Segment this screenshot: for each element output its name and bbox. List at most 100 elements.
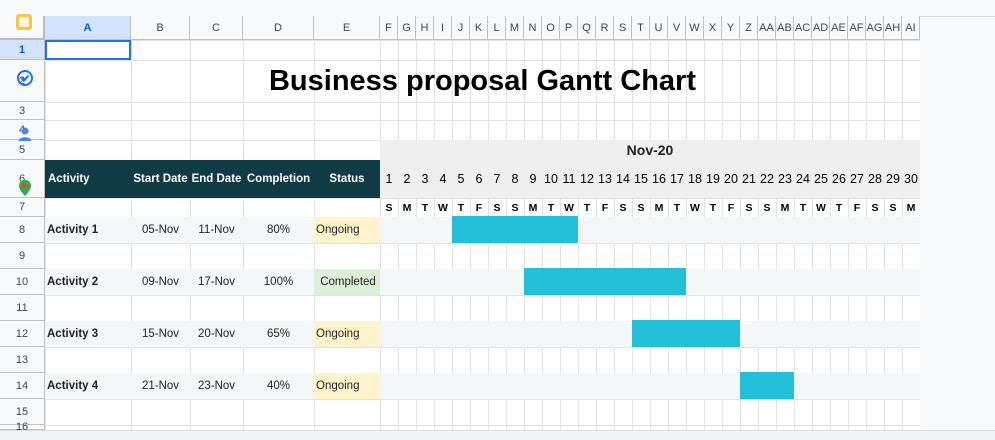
weekday-letter: T <box>673 202 681 214</box>
column-header-ai[interactable]: AI <box>902 16 920 40</box>
column-header-n[interactable]: N <box>524 16 542 40</box>
column-header-s[interactable]: S <box>614 16 632 40</box>
contacts-icon[interactable] <box>15 124 35 144</box>
column-header-ac[interactable]: AC <box>794 16 812 40</box>
column-header-q[interactable]: Q <box>578 16 596 40</box>
column-header-af[interactable]: AF <box>848 16 866 40</box>
column-header-f[interactable]: F <box>380 16 398 40</box>
header-activity: Activity <box>45 160 131 198</box>
column-header-d[interactable]: D <box>243 16 314 40</box>
column-header-i[interactable]: I <box>434 16 452 40</box>
row-header-2[interactable]: 2 <box>0 60 45 102</box>
row-header-1[interactable]: 1 <box>0 40 45 60</box>
day-number: 15 <box>634 172 648 186</box>
gantt-bar[interactable] <box>632 320 740 347</box>
row-header-14[interactable]: 14 <box>0 373 45 399</box>
row-header-8[interactable]: 8 <box>0 217 45 243</box>
row-header-5[interactable]: 5 <box>0 140 45 160</box>
weekday-letter: T <box>421 202 429 214</box>
activity-name[interactable]: Activity 2 <box>47 276 99 288</box>
column-header-z[interactable]: Z <box>740 16 758 40</box>
weekday-letter: T <box>547 202 555 214</box>
start-date[interactable]: 21-Nov <box>141 380 180 392</box>
gantt-bar[interactable] <box>740 372 794 399</box>
status-cell[interactable]: Ongoing <box>314 321 380 347</box>
row-header-3[interactable]: 3 <box>0 102 45 120</box>
column-header-t[interactable]: T <box>632 16 650 40</box>
completion-percent[interactable]: 100% <box>263 276 294 288</box>
row-header-13[interactable]: 13 <box>0 347 45 373</box>
row-header-12[interactable]: 12 <box>0 321 45 347</box>
status-cell[interactable]: Ongoing <box>314 373 380 399</box>
month-label: Nov-20 <box>626 142 674 158</box>
column-header-ae[interactable]: AE <box>830 16 848 40</box>
weekday-letter: F <box>727 202 735 214</box>
column-header-ad[interactable]: AD <box>812 16 830 40</box>
column-header-y[interactable]: Y <box>722 16 740 40</box>
day-number: 22 <box>760 172 774 186</box>
sticky-note-icon[interactable] <box>14 12 34 32</box>
row-header-9[interactable]: 9 <box>0 243 45 269</box>
column-header-m[interactable]: M <box>506 16 524 40</box>
column-header-u[interactable]: U <box>650 16 668 40</box>
gantt-bar[interactable] <box>524 268 686 295</box>
column-header-b[interactable]: B <box>131 16 190 40</box>
activity-name[interactable]: Activity 1 <box>47 224 99 236</box>
column-header-g[interactable]: G <box>398 16 416 40</box>
day-number: 7 <box>493 172 501 186</box>
column-header-k[interactable]: K <box>470 16 488 40</box>
status-cell[interactable]: Ongoing <box>314 217 380 243</box>
weekday-letter: S <box>619 202 627 214</box>
day-number: 18 <box>688 172 702 186</box>
row-header-15[interactable]: 15 <box>0 399 45 425</box>
column-header-r[interactable]: R <box>596 16 614 40</box>
day-number: 11 <box>562 172 576 186</box>
status-cell[interactable]: Completed <box>314 269 380 295</box>
column-header-a[interactable]: A <box>45 16 131 40</box>
start-date[interactable]: 05-Nov <box>141 224 180 236</box>
header-start-date: Start Date <box>131 160 190 198</box>
end-date[interactable]: 17-Nov <box>197 276 236 288</box>
activity-name[interactable]: Activity 4 <box>47 380 99 392</box>
column-header-ab[interactable]: AB <box>776 16 794 40</box>
column-header-aa[interactable]: AA <box>758 16 776 40</box>
column-header-h[interactable]: H <box>416 16 434 40</box>
column-header-o[interactable]: O <box>542 16 560 40</box>
completion-percent[interactable]: 80% <box>266 224 291 236</box>
weekday-letter: T <box>709 202 717 214</box>
column-header-c[interactable]: C <box>190 16 243 40</box>
month-band <box>380 140 920 160</box>
column-header-w[interactable]: W <box>686 16 704 40</box>
row-gridline <box>45 399 920 400</box>
column-header-p[interactable]: P <box>560 16 578 40</box>
column-header-x[interactable]: X <box>704 16 722 40</box>
day-number: 9 <box>529 172 537 186</box>
end-date[interactable]: 20-Nov <box>197 328 236 340</box>
maps-icon[interactable] <box>15 178 35 198</box>
column-header-j[interactable]: J <box>452 16 470 40</box>
start-date[interactable]: 15-Nov <box>141 328 180 340</box>
completion-percent[interactable]: 65% <box>266 328 291 340</box>
tasks-icon[interactable] <box>15 68 35 88</box>
row-header-11[interactable]: 11 <box>0 295 45 321</box>
column-header-ah[interactable]: AH <box>884 16 902 40</box>
row-header-7[interactable]: 7 <box>0 198 45 217</box>
weekday-letter: M <box>402 202 412 214</box>
start-date[interactable]: 09-Nov <box>141 276 180 288</box>
completion-percent[interactable]: 40% <box>266 380 291 392</box>
column-header-v[interactable]: V <box>668 16 686 40</box>
day-number: 19 <box>706 172 720 186</box>
header-completion: Completion <box>243 160 314 198</box>
day-number: 5 <box>457 172 465 186</box>
activity-name[interactable]: Activity 3 <box>47 328 99 340</box>
column-header-l[interactable]: L <box>488 16 506 40</box>
end-date[interactable]: 23-Nov <box>197 380 236 392</box>
weekday-letter: W <box>690 202 700 214</box>
selected-cell-A1[interactable] <box>45 40 131 60</box>
column-header-e[interactable]: E <box>314 16 380 40</box>
row-header-10[interactable]: 10 <box>0 269 45 295</box>
gantt-bar[interactable] <box>452 216 578 243</box>
column-header-ag[interactable]: AG <box>866 16 884 40</box>
weekday-letter: S <box>493 202 501 214</box>
end-date[interactable]: 11-Nov <box>198 224 235 236</box>
